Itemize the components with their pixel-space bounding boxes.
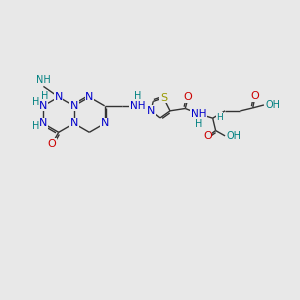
Text: O: O: [48, 139, 57, 148]
Text: NH: NH: [36, 75, 51, 85]
Text: N: N: [55, 92, 63, 102]
Text: O: O: [203, 131, 212, 142]
Text: OH: OH: [265, 100, 280, 110]
Text: N: N: [85, 92, 94, 102]
Text: H: H: [32, 122, 39, 131]
Text: H: H: [32, 97, 39, 107]
Text: H: H: [40, 91, 48, 100]
Text: H: H: [195, 119, 203, 129]
Text: NH: NH: [130, 101, 145, 111]
Text: N: N: [70, 101, 78, 111]
Text: H: H: [216, 112, 223, 122]
Text: O: O: [184, 92, 193, 102]
Text: N: N: [147, 106, 155, 116]
Text: N: N: [70, 118, 78, 128]
Text: N: N: [39, 118, 48, 128]
Text: N: N: [39, 101, 48, 111]
Text: NH: NH: [191, 109, 206, 119]
Text: H: H: [134, 91, 141, 100]
Text: S: S: [160, 93, 167, 103]
Text: O: O: [251, 91, 260, 101]
Text: N: N: [100, 118, 109, 128]
Text: OH: OH: [226, 131, 241, 141]
